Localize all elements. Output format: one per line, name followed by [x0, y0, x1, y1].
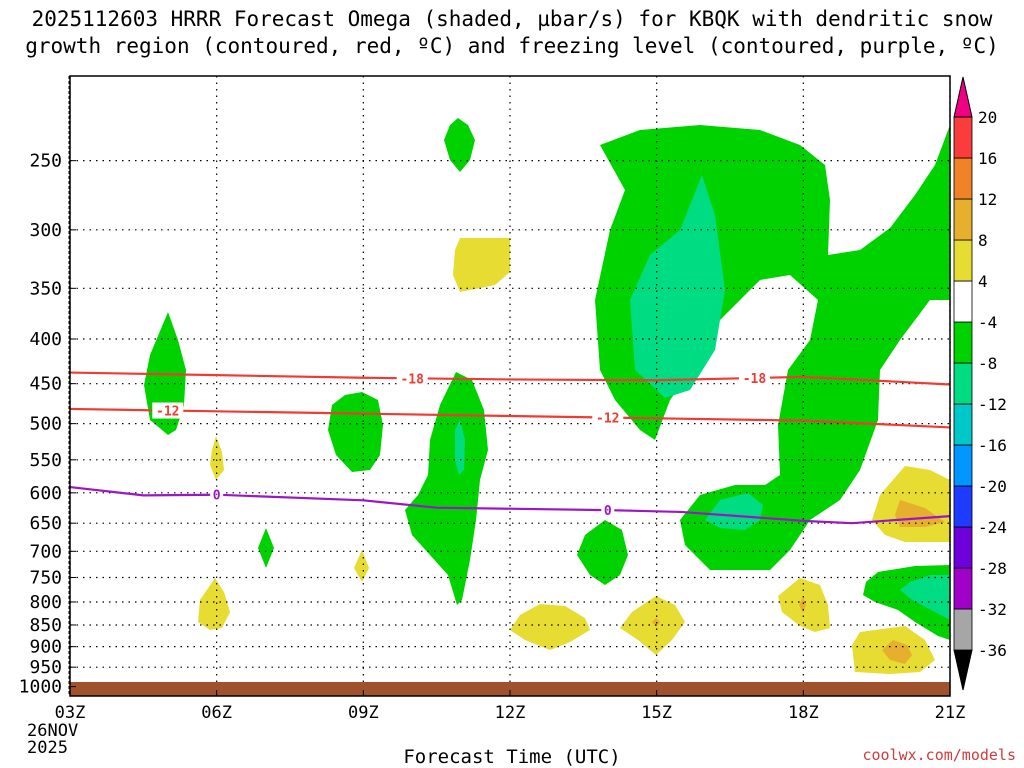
colorbar-segment — [953, 76, 973, 118]
contour-label-bg — [152, 402, 184, 419]
y-tick-label: 850 — [29, 615, 62, 636]
contour-line — [69, 371, 951, 386]
omega-region-teal-lower-right — [900, 575, 950, 620]
y-tick-label: 400 — [29, 329, 62, 350]
colorbar-segment — [953, 239, 973, 282]
omega-region-orange-15z — [652, 618, 660, 627]
colorbar-segment — [953, 649, 973, 691]
surface-terrain — [70, 682, 950, 696]
omega-region-teal-center — [630, 175, 725, 398]
colorbar-segment — [953, 444, 973, 487]
colorbar-segment — [953, 116, 973, 159]
colorbar-label: -20 — [978, 477, 1007, 496]
y-tick-label: 1000 — [19, 677, 62, 698]
omega-region-teal-11z — [455, 420, 465, 475]
omega-region-green-07z — [258, 528, 274, 568]
colorbar-label: 16 — [978, 149, 997, 168]
omega-region-green-11z — [405, 372, 488, 605]
y-tick-label: 600 — [29, 483, 62, 504]
x-tick-label: 12Z — [495, 703, 526, 723]
colorbar-label: -28 — [978, 559, 1007, 578]
y-tick-label: 800 — [29, 592, 62, 613]
y-tick-label: 950 — [29, 657, 62, 678]
omega-shading — [144, 118, 950, 674]
omega-region-orange-18z — [799, 597, 806, 613]
colorbar-label: -12 — [978, 395, 1007, 414]
omega-region-orange-right-950 — [882, 640, 912, 664]
colorbar-label: -4 — [978, 313, 997, 332]
y-tick-label: 900 — [29, 637, 62, 658]
colorbar-segment — [953, 567, 973, 610]
x-start-date-label: 26NOV — [27, 721, 78, 741]
colorbar-label: -8 — [978, 354, 997, 373]
y-tick-label: 350 — [29, 278, 62, 299]
y-tick-label: 550 — [29, 450, 62, 471]
omega-region-yellow-06z — [198, 578, 230, 630]
contour-label: -18 — [400, 372, 424, 387]
contour-label: -12 — [596, 412, 619, 427]
colorbar-segment — [953, 608, 973, 651]
colorbar-segment — [953, 403, 973, 446]
omega-region-yellow-15z — [620, 596, 685, 655]
contour-line — [69, 407, 951, 429]
omega-region-teal-small — [705, 493, 763, 530]
colorbar-segment — [953, 157, 973, 200]
colorbar-label: 20 — [978, 108, 997, 127]
colorbar-label: -16 — [978, 436, 1007, 455]
colorbar-label: -32 — [978, 600, 1007, 619]
omega-region-green-top — [444, 118, 475, 172]
x-tick-label: 09Z — [348, 703, 379, 723]
colorbar-segment — [953, 198, 973, 241]
chart-title-line-1: 2025112603 HRRR Forecast Omega (shaded, … — [31, 7, 993, 31]
y-tick-label: 250 — [29, 151, 62, 172]
colorbar-label: 12 — [978, 190, 997, 209]
x-start-date-label: 2025 — [27, 738, 68, 758]
colorbar-segment — [953, 485, 973, 528]
contour-label-bg — [396, 370, 428, 387]
x-tick-label: 15Z — [641, 703, 672, 723]
contour-label-bg — [738, 370, 770, 387]
colorbar-segment — [953, 321, 973, 364]
omega-region-yellow-11z — [453, 238, 510, 292]
x-tick-label: 18Z — [788, 703, 819, 723]
temperature-contours: -18 -18 -12 -12 0 0 — [69, 370, 951, 525]
y-tick-label: 750 — [29, 567, 62, 588]
colorbar-segment — [953, 362, 973, 405]
y-tick-label: 300 — [29, 220, 62, 241]
colorbar-segment — [953, 280, 973, 323]
contour-label: 0 — [213, 489, 221, 504]
x-tick-label: 21Z — [935, 703, 966, 723]
contour-label-bg — [210, 486, 224, 503]
credit-text: coolwx.com/models — [862, 746, 1016, 764]
y-tick-label: 500 — [29, 414, 62, 435]
omega-region-yellow-12z — [510, 604, 590, 650]
omega-region-green-14z — [577, 520, 628, 585]
colorbar: -36 -32 -28 -24 -20 -16 -12 -8 -4 4 8 12 16 20 — [953, 76, 1007, 691]
colorbar-label: 8 — [978, 231, 988, 250]
colorbar-label: -24 — [978, 518, 1007, 537]
y-axis: 2503003504004505005506006507007508008509… — [19, 151, 76, 698]
x-tick-label: 06Z — [201, 703, 232, 723]
contour-label: -18 — [743, 372, 767, 387]
x-tick-label: 03Z — [55, 703, 86, 723]
contour-label: 0 — [604, 504, 612, 519]
y-tick-label: 650 — [29, 513, 62, 534]
colorbar-label: 4 — [978, 272, 988, 291]
y-tick-label: 450 — [29, 374, 62, 395]
colorbar-segment — [953, 526, 973, 569]
omega-region-yellow-06z-small — [210, 436, 224, 480]
contour-label: -12 — [156, 405, 179, 420]
contour-label-bg — [592, 409, 624, 426]
chart-title-line-2: growth region (contoured, red, ºC) and f… — [25, 34, 999, 58]
omega-region-yellow-09z — [354, 550, 369, 582]
contour-label-bg — [601, 502, 615, 519]
colorbar-label: -36 — [978, 641, 1007, 660]
omega-region-green-09z — [328, 392, 383, 472]
x-axis-title: Forecast Time (UTC) — [403, 746, 621, 768]
y-tick-label: 700 — [29, 541, 62, 562]
contour-line — [69, 485, 951, 525]
